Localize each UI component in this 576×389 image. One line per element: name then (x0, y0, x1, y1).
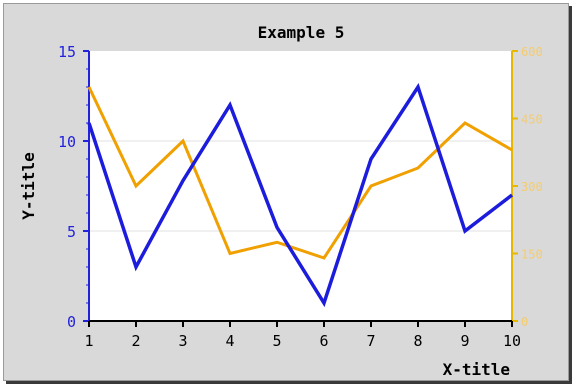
x-tick-label: 9 (460, 332, 469, 350)
x-tick-label: 3 (178, 332, 187, 350)
y-tick-label-left: 0 (67, 313, 76, 331)
y-tick-label-right: 150 (521, 248, 543, 262)
series-line-orange (87, 86, 513, 260)
x-tick-label: 7 (366, 332, 375, 350)
x-tick-label: 5 (272, 332, 281, 350)
y-axis-title: Y-title (19, 152, 38, 219)
x-axis-title: X-title (443, 360, 510, 379)
x-tick-label: 10 (503, 332, 521, 350)
y-tick-label-right: 300 (521, 180, 543, 194)
plot-area (89, 51, 512, 321)
series-line-blue (87, 82, 514, 308)
x-tick-label: 6 (319, 332, 328, 350)
y-tick-label-right: 0 (521, 315, 528, 329)
y-tick-label-left: 5 (67, 223, 76, 241)
x-tick-label: 8 (413, 332, 422, 350)
y-tick-label-right: 600 (521, 45, 543, 59)
y-tick-label-left: 15 (58, 43, 76, 61)
chart-title: Example 5 (258, 23, 345, 42)
x-tick-label: 4 (225, 332, 234, 350)
y-tick-label-left: 10 (58, 133, 76, 151)
y-tick-label-right: 450 (521, 113, 543, 127)
x-tick-label: 1 (84, 332, 93, 350)
x-tick-label: 2 (131, 332, 140, 350)
